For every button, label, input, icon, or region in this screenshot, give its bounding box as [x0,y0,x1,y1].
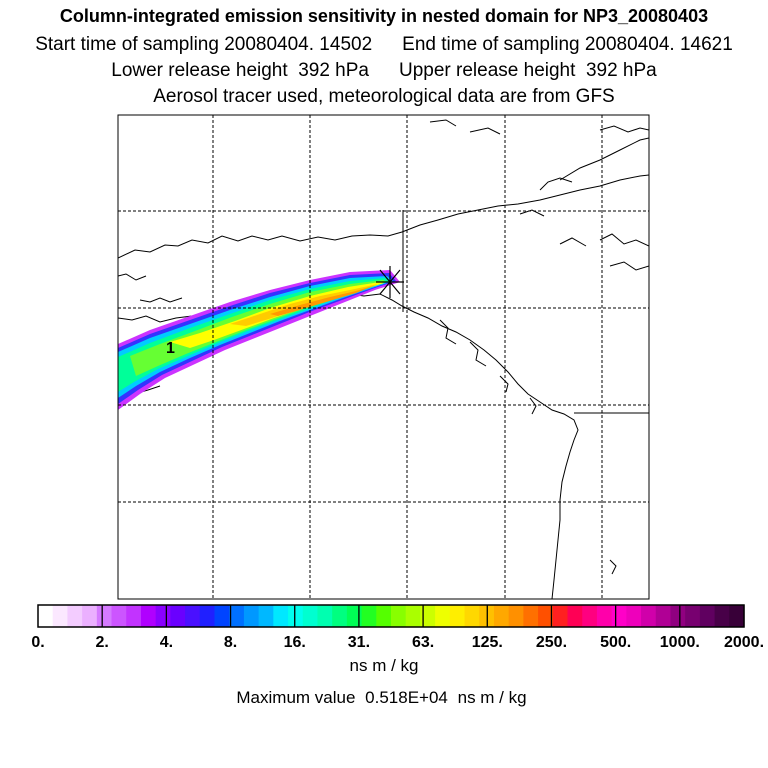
colorbar-swatch [243,605,260,627]
maximum-value: 0.518E+04 [365,688,448,707]
map-content [118,115,649,599]
colorbar-swatch [229,605,245,627]
colorbar-swatch [82,605,98,627]
political-boundaries [402,210,649,414]
colorbar-swatch [435,605,451,627]
maximum-value-line: Maximum value 0.518E+04 ns m / kg [0,688,768,708]
map-frame [117,114,650,600]
colorbar-tick-label: 0. [31,634,44,651]
upper-release-value: 392 hPa [585,60,657,81]
colorbar-swatch [655,605,672,627]
colorbar-swatch [699,605,716,627]
colorbar-swatch [185,605,201,627]
lower-release-value: 392 hPa [298,60,369,81]
lower-release-label: Lower release height [111,60,288,81]
colorbar-tick-label: 4. [160,634,173,651]
colorbar-tick-label: 31. [348,634,370,651]
colorbar-swatch [288,605,304,627]
colorbar-swatch [302,605,319,627]
colorbar-swatch [420,605,436,627]
colorbar-swatch [464,605,480,627]
colorbar-swatch [405,605,422,627]
colorbar-swatch [685,605,701,627]
release-point-marker [376,266,404,298]
colorbar-swatch [317,605,333,627]
colorbar-frame [37,604,745,628]
colorbar-swatch [729,605,745,627]
colorbar-swatch [332,605,348,627]
colorbar-swatch [199,605,216,627]
colorbar-swatch [508,605,524,627]
colorbar-swatch [273,605,289,627]
start-time-label: Start time of sampling [35,34,219,55]
colorbar-ticks [101,605,681,627]
colorbar-tick-label: 125. [472,634,503,651]
colorbar-swatch [258,605,274,627]
sampling-times-line: Start time of sampling 20080404. 14502 En… [0,34,768,56]
lat-lon-grid [118,115,649,599]
colorbar-swatch [611,605,627,627]
start-time-value: 20080404. 14502 [224,34,373,55]
colorbar-labels: 0. 2. 4. 8. 16. 31. 63. 125. 250. 500. 1000. 2000. [31,634,764,651]
colorbar-swatch [126,605,142,627]
colorbar-swatch [391,605,407,627]
colorbar-swatch [376,605,392,627]
colorbar-swatch [449,605,466,627]
colorbar-swatch [140,605,157,627]
colorbar-swatches [38,605,745,627]
colorbar-swatch [596,605,613,627]
colorbar-swatch [552,605,569,627]
maximum-value-unit: ns m / kg [457,688,527,707]
plot-title: Column-integrated emission sensitivity i… [59,6,709,26]
colorbar-units: ns m / kg [349,656,419,675]
colorbar-swatch [582,605,598,627]
colorbar-swatch [567,605,583,627]
end-time-label: End time of sampling [402,34,580,55]
colorbar-swatch [346,605,363,627]
colorbar-swatch [96,605,113,627]
release-heights-line: Lower release height 392 hPa Upper releas… [0,60,768,82]
colorbar-swatch [361,605,377,627]
plume-label: 1 [166,340,175,357]
colorbar-tick-label: 2000. [724,634,764,651]
colorbar-tick-label: 500. [600,634,631,651]
maximum-value-label: Maximum value [236,688,356,707]
colorbar-swatch [670,605,686,627]
upper-release-label: Upper release height [399,60,576,81]
colorbar-swatch [493,605,510,627]
colorbar-swatch [38,605,54,627]
colorbar-swatch [523,605,539,627]
colorbar-swatch [52,605,69,627]
colorbar-swatch [538,605,554,627]
colorbar-swatch [214,605,230,627]
colorbar-swatch [626,605,642,627]
tracer-note: Aerosol tracer used, meteorological data… [153,86,615,107]
colorbar-tick-label: 2. [96,634,109,651]
emission-sensitivity-plume [118,270,400,410]
end-time-value: 20080404. 14621 [584,34,733,55]
colorbar-swatch [67,605,83,627]
colorbar-tick-label: 16. [284,634,306,651]
colorbar-swatch [170,605,186,627]
colorbar-swatch [111,605,127,627]
colorbar-tick-label: 63. [412,634,434,651]
colorbar-tick-label: 250. [536,634,567,651]
colorbar-swatch [714,605,730,627]
colorbar-swatch [641,605,657,627]
colorbar-tick-label: 1000. [660,634,700,651]
colorbar-tick-label: 8. [224,634,237,651]
colorbar-swatch [155,605,171,627]
